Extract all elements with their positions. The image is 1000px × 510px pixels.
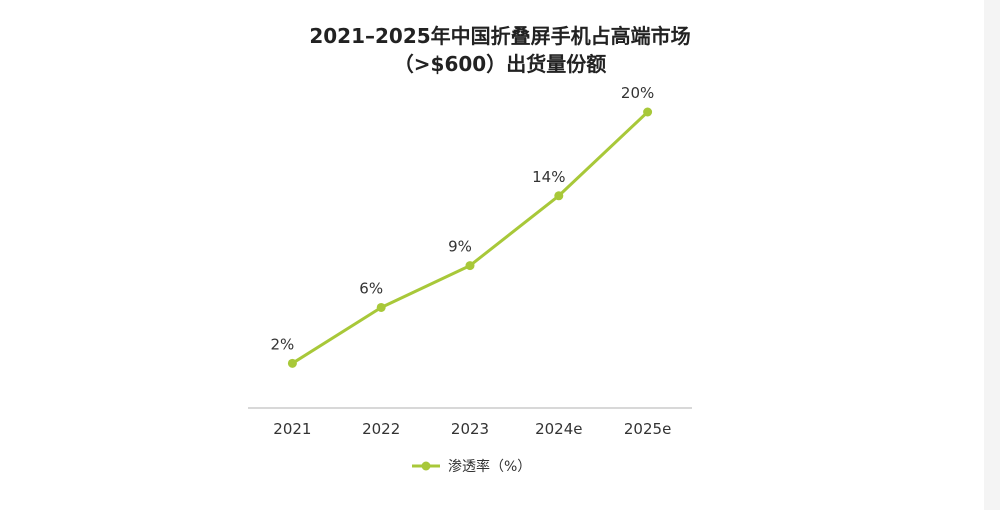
- data-point: [465, 261, 475, 271]
- data-label: 6%: [359, 279, 383, 297]
- data-point: [643, 107, 653, 117]
- data-point: [376, 302, 386, 312]
- scrollbar-track[interactable]: [984, 0, 1000, 510]
- chart-title-line-2: （>$600）出货量份额: [393, 52, 607, 76]
- x-tick-label: 2024e: [535, 420, 582, 438]
- data-point: [287, 358, 297, 368]
- x-tick-label: 2022: [362, 420, 400, 438]
- chart-title: 2021–2025年中国折叠屏手机占高端市场 （>$600）出货量份额: [240, 22, 760, 78]
- data-label: 14%: [532, 168, 565, 186]
- data-point: [554, 191, 564, 201]
- x-tick-label: 2023: [451, 420, 489, 438]
- data-label: 20%: [621, 84, 654, 102]
- legend-point-marker: [421, 461, 431, 471]
- legend-label: 渗透率（%）: [448, 458, 531, 475]
- chart-title-line-1: 2021–2025年中国折叠屏手机占高端市场: [309, 24, 691, 48]
- data-label: 9%: [448, 238, 472, 256]
- data-label: 2%: [271, 335, 295, 353]
- x-tick-label: 2025e: [624, 420, 671, 438]
- x-tick-label: 2021: [273, 420, 311, 438]
